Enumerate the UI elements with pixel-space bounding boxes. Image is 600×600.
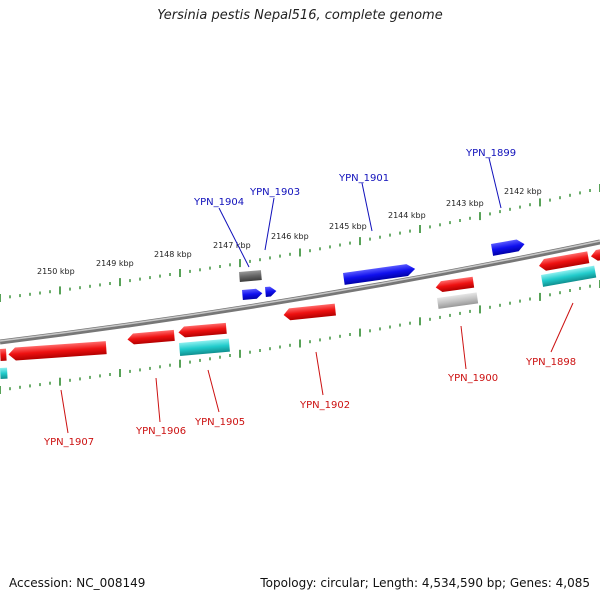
gene-arrow-blue[interactable]	[491, 238, 526, 256]
gene-arrow-blue[interactable]	[242, 288, 263, 300]
gene-arrow-red[interactable]	[8, 341, 107, 361]
gene-features-reverse	[0, 248, 600, 379]
scale-label: 2150 kbp	[37, 267, 75, 276]
scale-label: 2142 kbp	[504, 187, 542, 196]
scale-label: 2144 kbp	[388, 211, 426, 220]
gene-features-forward	[239, 238, 526, 300]
scale-label: 2145 kbp	[329, 222, 367, 231]
scale-ticks-lower	[0, 280, 600, 394]
gene-arrow-red[interactable]	[0, 348, 7, 361]
scale-label: 2147 kbp	[213, 241, 251, 250]
scale-ticks-upper	[0, 184, 600, 302]
genome-backbone	[0, 239, 600, 345]
gene-arrow-red[interactable]	[178, 322, 227, 338]
gene-labels-upper: YPN_1904 YPN_1903 YPN_1901 YPN_1899	[193, 148, 516, 208]
gene-arrow-grey[interactable]	[239, 270, 262, 282]
gene-arrow-blue[interactable]	[265, 286, 277, 297]
gene-labels-lower: YPN_1907 YPN_1906 YPN_1905 YPN_1902 YPN_…	[43, 357, 576, 448]
scale-label: 2146 kbp	[271, 232, 309, 241]
gene-arrow-blue[interactable]	[343, 263, 416, 285]
label-connectors-lower	[60, 302, 574, 434]
scale-label: 2143 kbp	[446, 199, 484, 208]
accession-label: Accession: NC_008149	[9, 576, 146, 590]
gene-arrow-lightgrey[interactable]	[437, 292, 479, 309]
gene-label[interactable]: YPN_1902	[299, 400, 350, 411]
gene-label[interactable]: YPN_1900	[447, 373, 498, 384]
gene-arrow-red[interactable]	[283, 303, 336, 321]
gene-label[interactable]: YPN_1904	[193, 197, 244, 208]
gene-label[interactable]: YPN_1905	[194, 417, 245, 428]
gene-arrow-cyan[interactable]	[0, 367, 8, 379]
gene-arrow-red[interactable]	[590, 248, 600, 262]
gene-arrow-cyan[interactable]	[541, 265, 597, 287]
genome-backbone-highlight	[0, 240, 600, 342]
label-connectors-upper	[218, 157, 502, 268]
genome-summary: Topology: circular; Length: 4,534,590 bp…	[260, 576, 590, 590]
gene-label[interactable]: YPN_1899	[465, 148, 516, 159]
scale-labels: 2150 kbp 2149 kbp 2148 kbp 2147 kbp 2146…	[37, 187, 542, 276]
gene-label[interactable]: YPN_1906	[135, 426, 186, 437]
gene-arrow-red[interactable]	[435, 276, 475, 293]
gene-label[interactable]: YPN_1898	[525, 357, 576, 368]
gene-label[interactable]: YPN_1907	[43, 437, 94, 448]
gene-label[interactable]: YPN_1901	[338, 173, 389, 184]
gene-arrow-red[interactable]	[538, 251, 590, 272]
gene-arrow-red[interactable]	[127, 329, 175, 345]
scale-label: 2148 kbp	[154, 250, 192, 259]
scale-label: 2149 kbp	[96, 259, 134, 268]
map-title: Yersinia pestis Nepal516, complete genom…	[157, 8, 443, 23]
gene-label[interactable]: YPN_1903	[249, 187, 300, 198]
gene-arrow-cyan[interactable]	[179, 338, 230, 356]
